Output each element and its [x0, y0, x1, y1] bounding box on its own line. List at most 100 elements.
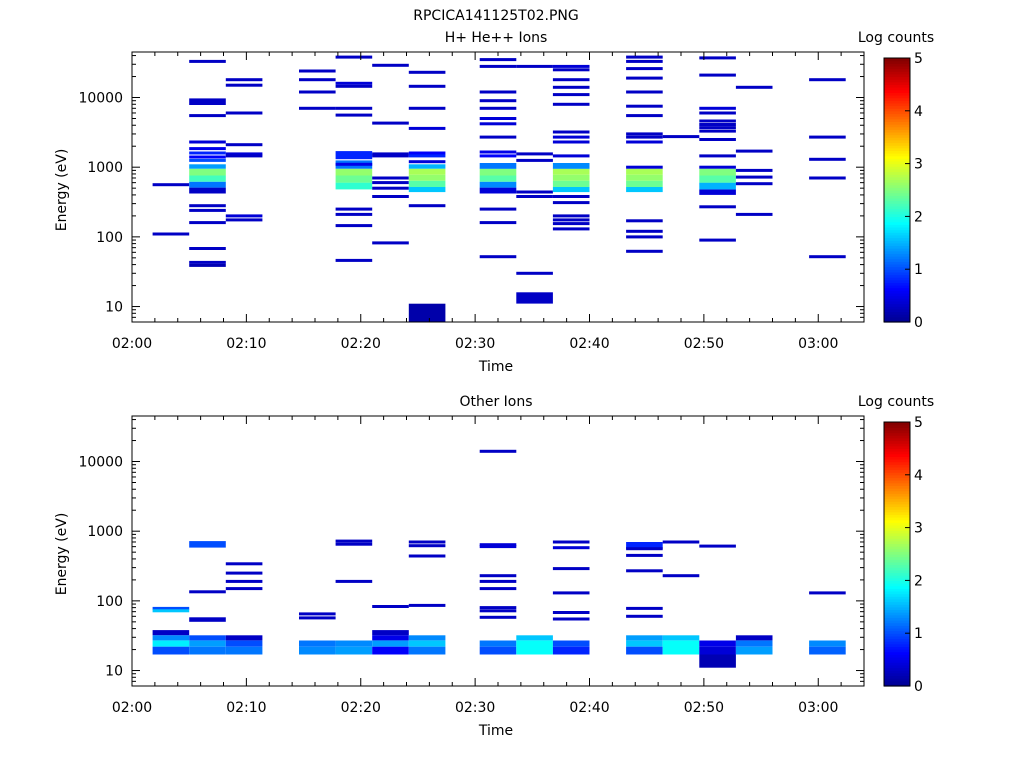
energy-line	[372, 63, 409, 67]
energy-bin	[516, 640, 553, 655]
energy-bin	[225, 640, 263, 647]
colorbar-segment	[884, 548, 910, 552]
colorbar-segment	[884, 662, 910, 666]
colorbar-segment	[884, 303, 910, 307]
colorbar-segment	[884, 118, 910, 122]
colorbar-segment	[884, 110, 910, 115]
colorbar-segment	[884, 567, 910, 571]
energy-line	[372, 241, 409, 245]
energy-bin	[335, 175, 373, 183]
colorbar-segment	[884, 116, 910, 120]
energy-bin	[479, 646, 517, 655]
energy-line	[699, 111, 736, 115]
energy-line	[225, 587, 263, 591]
energy-bin	[699, 646, 736, 655]
colorbar-segment	[884, 295, 910, 299]
energy-line	[699, 126, 736, 130]
energy-bin	[552, 180, 590, 187]
x-tick-label: 02:30	[455, 700, 495, 716]
energy-bin	[699, 189, 736, 195]
energy-line	[552, 135, 590, 139]
energy-line	[699, 544, 736, 548]
colorbar-segment	[884, 564, 910, 568]
colorbar-segment	[884, 543, 910, 547]
colorbar-segment	[884, 308, 910, 313]
energy-line	[408, 160, 446, 164]
energy-bin	[152, 635, 190, 641]
colorbar-segment	[884, 511, 910, 515]
colorbar-segment	[884, 300, 910, 305]
energy-line	[225, 152, 263, 156]
energy-line	[189, 59, 226, 63]
colorbar-segment	[884, 429, 910, 434]
colorbar-segment	[884, 89, 910, 93]
x-tick-label: 02:20	[341, 700, 381, 716]
colorbar-segment	[884, 427, 910, 431]
energy-line	[552, 93, 590, 97]
x-tick-label: 02:10	[226, 700, 266, 716]
energy-bin	[189, 617, 226, 622]
energy-bin	[552, 168, 590, 175]
energy-line	[335, 212, 373, 216]
colorbar-segment	[884, 622, 910, 626]
energy-line	[552, 567, 590, 571]
colorbar-segment	[884, 219, 910, 223]
energy-bin	[699, 175, 736, 183]
energy-line	[626, 219, 663, 223]
energy-line	[516, 152, 553, 156]
colorbar-segment	[884, 203, 910, 207]
colorbar-segment	[884, 232, 910, 236]
energy-line	[626, 55, 663, 59]
energy-line	[372, 605, 409, 608]
energy-line	[335, 258, 373, 262]
energy-bin	[699, 182, 736, 190]
colorbar-segment	[884, 672, 910, 677]
energy-bin	[662, 635, 700, 641]
colorbar-segment	[884, 456, 910, 460]
colorbar-segment	[884, 498, 910, 502]
energy-line	[479, 99, 517, 103]
energy-bin	[699, 640, 736, 647]
energy-line	[372, 195, 409, 198]
energy-line	[552, 102, 590, 106]
colorbar-segment	[884, 234, 910, 239]
energy-line	[225, 214, 263, 218]
colorbar-segment	[884, 472, 910, 476]
energy-line	[225, 143, 263, 147]
energy-line	[372, 121, 409, 125]
colorbar-segment	[884, 274, 910, 278]
energy-line	[335, 207, 373, 211]
colorbar-segment	[884, 474, 910, 479]
colorbar-segment	[884, 501, 910, 505]
y-tick-label: 100	[96, 594, 123, 610]
x-tick-label: 02:40	[569, 700, 609, 716]
energy-line	[335, 113, 373, 117]
energy-line	[626, 67, 663, 71]
energy-line	[699, 123, 736, 126]
colorbar-segment	[884, 237, 910, 241]
colorbar-segment	[884, 675, 910, 679]
energy-line	[152, 606, 190, 610]
colorbar-segment	[884, 97, 910, 101]
energy-line	[335, 55, 373, 59]
energy-bin	[335, 646, 373, 655]
energy-bin	[408, 164, 446, 169]
energy-line	[189, 204, 226, 208]
energy-line	[809, 176, 846, 180]
colorbar-segment	[884, 477, 910, 481]
energy-line	[552, 140, 590, 144]
colorbar-segment	[884, 277, 910, 281]
colorbar-segment	[884, 129, 910, 133]
energy-line	[189, 263, 226, 267]
colorbar-tick-label: 2	[914, 209, 923, 225]
axes: 02:00 02:10 02:20 02:30 02:40 02:50 03:00 10 100…	[78, 51, 865, 352]
energy-line	[626, 104, 663, 108]
energy-line	[516, 195, 553, 198]
colorbar-segment	[884, 160, 910, 165]
colorbar-segment	[884, 319, 910, 323]
colorbar-segment	[884, 150, 910, 154]
energy-line	[699, 73, 736, 77]
colorbar-segment	[884, 596, 910, 600]
energy-bin	[225, 646, 263, 655]
colorbar-segment	[884, 187, 910, 191]
